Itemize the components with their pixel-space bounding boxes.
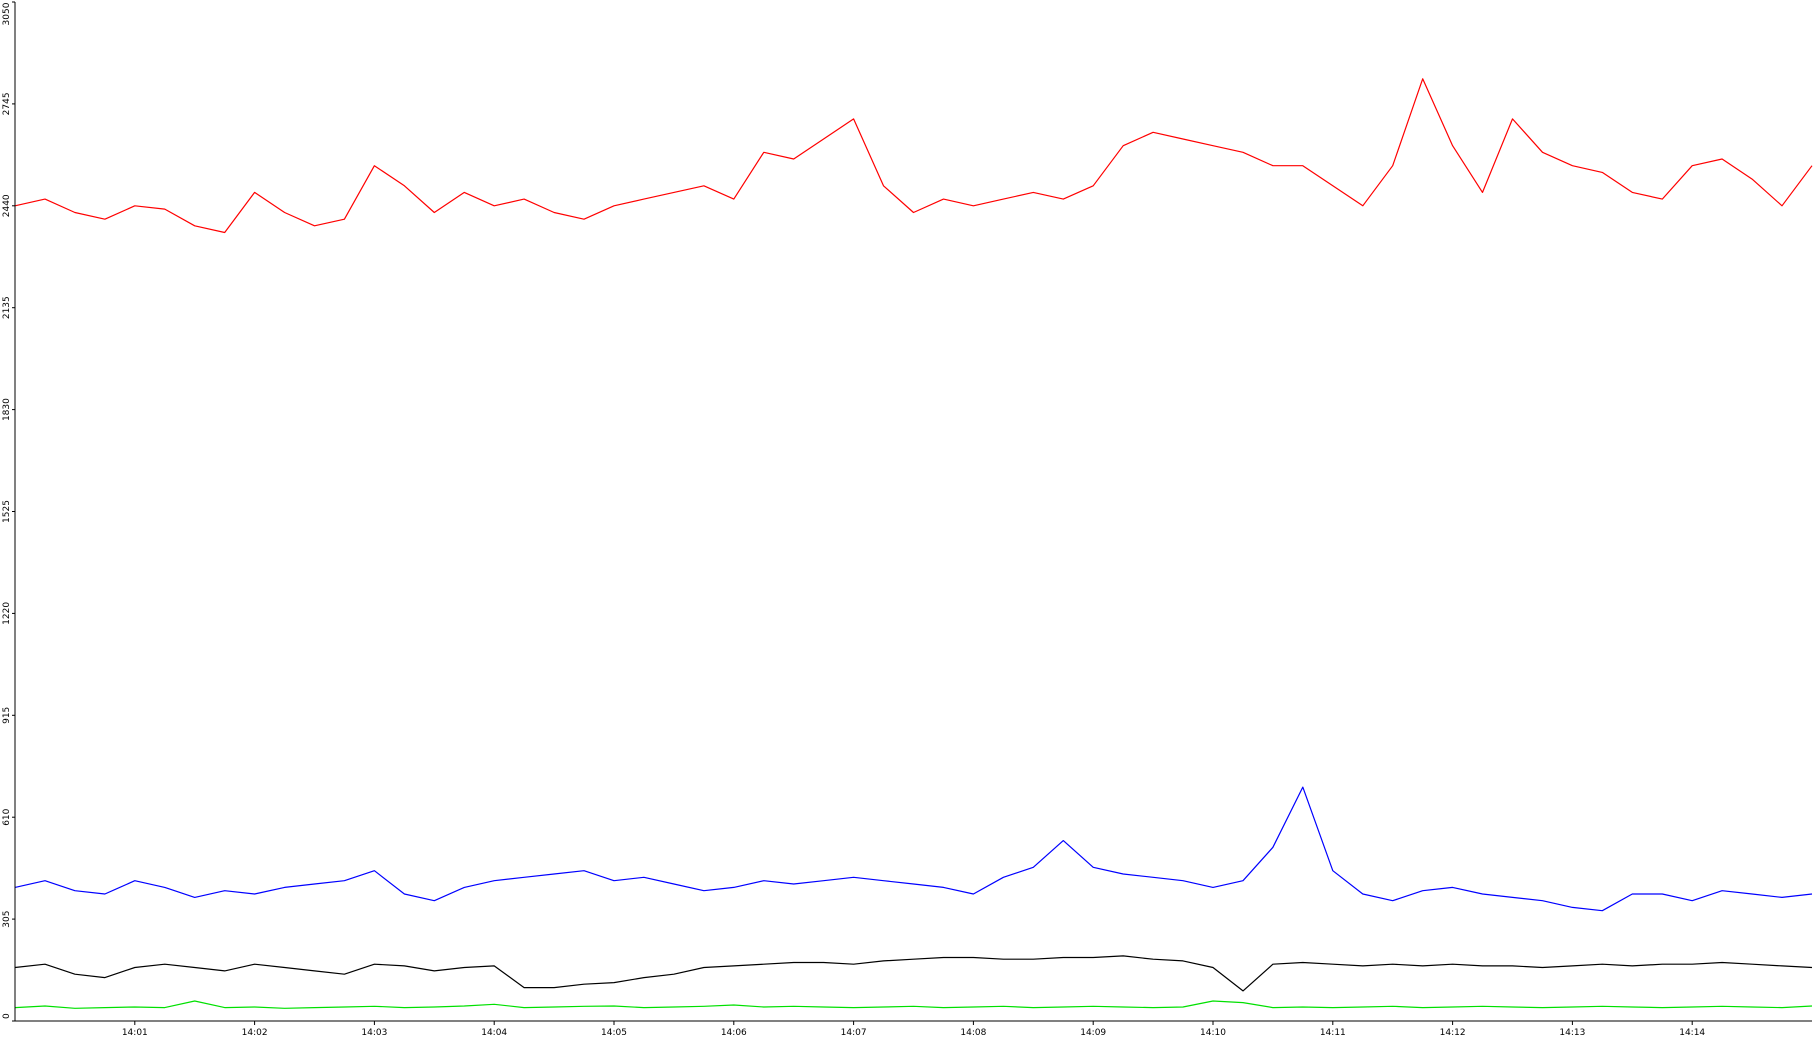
- y-tick-label: 610: [2, 808, 12, 825]
- x-tick-label: 14:03: [361, 1028, 387, 1038]
- x-tick-label: 14:14: [1679, 1028, 1705, 1038]
- y-tick-label: 305: [2, 911, 12, 928]
- y-tick-label: 1220: [2, 602, 12, 625]
- x-tick-label: 14:07: [841, 1028, 867, 1038]
- x-tick-label: 14:10: [1200, 1028, 1226, 1038]
- y-tick-label: 915: [2, 707, 12, 724]
- y-tick-label: 1830: [2, 398, 12, 421]
- series-line-1: [15, 79, 1812, 233]
- y-tick-label: 0: [2, 1013, 12, 1019]
- x-tick-label: 14:01: [122, 1028, 148, 1038]
- series-line-4: [15, 1001, 1812, 1008]
- x-tick-label: 14:12: [1440, 1028, 1466, 1038]
- x-tick-label: 14:06: [721, 1028, 747, 1038]
- x-tick-label: 14:13: [1559, 1028, 1585, 1038]
- x-tick-label: 14:09: [1080, 1028, 1106, 1038]
- series-line-3: [15, 956, 1812, 991]
- x-tick-label: 14:11: [1320, 1028, 1346, 1038]
- y-tick-label: 2440: [2, 194, 12, 217]
- x-tick-label: 14:08: [960, 1028, 986, 1038]
- y-tick-label: 2745: [2, 92, 12, 115]
- y-tick-label: 2135: [2, 296, 12, 319]
- y-tick-label: 3050: [2, 2, 12, 25]
- x-tick-label: 14:04: [481, 1028, 507, 1038]
- x-tick-label: 14:05: [601, 1028, 627, 1038]
- series-layer: [15, 79, 1812, 1009]
- x-tick-label: 14:02: [242, 1028, 268, 1038]
- series-line-2: [15, 787, 1812, 911]
- y-tick-label: 1525: [2, 500, 12, 523]
